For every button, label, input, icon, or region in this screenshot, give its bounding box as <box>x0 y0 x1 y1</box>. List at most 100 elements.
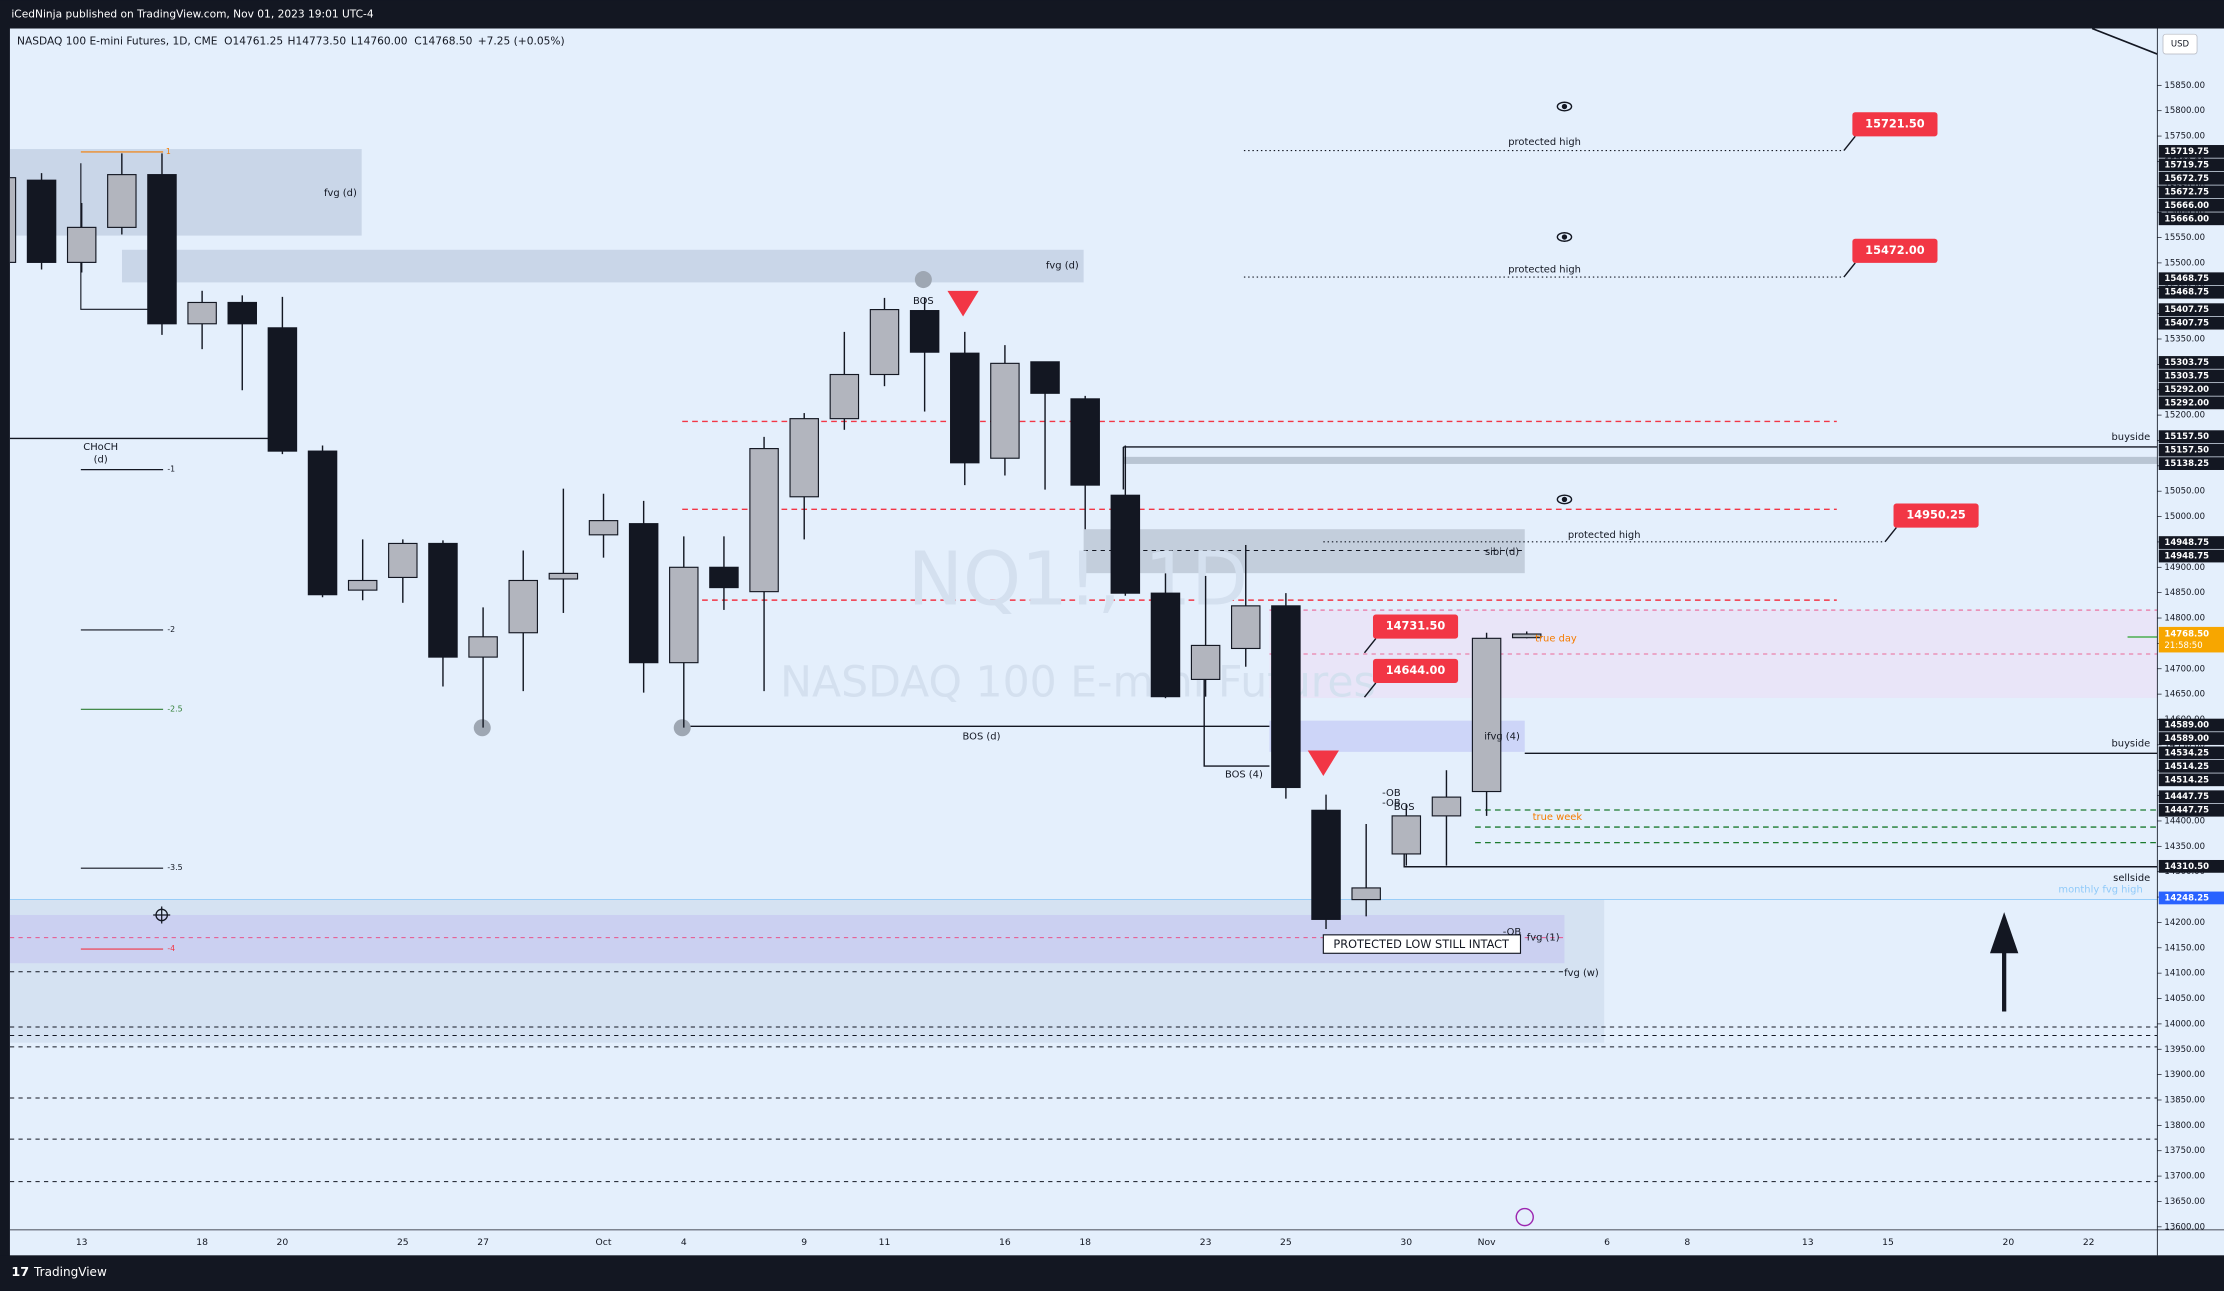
last-price-label: 14768.50 <box>2164 630 2209 640</box>
candle-body <box>829 373 860 420</box>
price-tag <box>2158 457 2224 470</box>
legend-value: H14773.50 <box>288 34 347 47</box>
price-tag-label: 14447.75 <box>2164 792 2209 802</box>
currency: USD <box>2171 40 2190 50</box>
legend-value: C14768.50 <box>414 34 472 47</box>
note-box <box>1322 934 1522 954</box>
last-price-tag <box>2158 626 2224 653</box>
y-tick-label: 14100.00 <box>2164 969 2205 979</box>
y-tick-label: 13950.00 <box>2164 1045 2205 1055</box>
footer <box>0 1255 2224 1291</box>
price-tag <box>2158 316 2224 330</box>
candle-body <box>147 174 177 325</box>
currency-box <box>2162 33 2198 55</box>
callout-label: 15721.50 <box>1865 116 1925 130</box>
markers <box>473 271 932 737</box>
callout-box <box>1372 614 1459 639</box>
price-tag-label: 15303.75 <box>2164 358 2209 368</box>
price-tag <box>2158 285 2224 299</box>
zone <box>9 914 1565 964</box>
brand: TradingView <box>33 1265 107 1279</box>
x-tick-label: 22 <box>2083 1237 2095 1248</box>
annotation: BOS <box>1394 802 1415 813</box>
watermark: NQ1!, 1D <box>908 538 1248 623</box>
price-tag <box>2158 718 2224 732</box>
price-tag <box>2158 430 2224 444</box>
price-tag <box>2158 158 2224 172</box>
y-tick-label: 14800.00 <box>2164 614 2205 624</box>
levels <box>9 609 2158 939</box>
y-tick-label: 14650.00 <box>2164 690 2205 700</box>
candle-body <box>1511 633 1542 639</box>
candle-body <box>669 566 699 664</box>
candle-body <box>107 174 137 228</box>
candle-body <box>26 179 57 263</box>
candle-body <box>307 450 338 596</box>
candle-body <box>468 636 498 658</box>
callout-box <box>1852 112 1938 137</box>
publisher: iCedNinja published on TradingView.com, … <box>11 7 374 20</box>
annotation: fvg (w) <box>1564 968 1599 979</box>
price-tag-label: 15292.00 <box>2164 385 2209 395</box>
price-tag-label: 14589.00 <box>2164 721 2209 731</box>
y-tick-label: 13750.00 <box>2164 1146 2205 1156</box>
countdown: 21:58:50 <box>2164 641 2202 651</box>
candle-body <box>1471 637 1502 793</box>
annotation: (d) <box>94 455 108 466</box>
annotation: sibi (d) <box>1485 547 1519 558</box>
annotation: CHoCH <box>83 442 118 453</box>
candle-body <box>950 352 980 464</box>
price-tag-label: 14948.75 <box>2164 538 2209 548</box>
drawings: NQ1!, 1D NASDAQ 100 E-mini Futures <box>9 28 2158 1227</box>
candle-body <box>347 579 378 591</box>
candle-body <box>267 327 298 452</box>
x-tick-label: 13 <box>1802 1237 1814 1248</box>
y-tick-label: 15050.00 <box>2164 487 2205 497</box>
price-tag-label: 15468.75 <box>2164 274 2209 284</box>
candles: 15721.50 15472.00 14950.25 14731.50 14644.00… <box>9 112 2151 979</box>
candle-body <box>187 301 217 325</box>
zone <box>1083 529 1525 574</box>
annotation: -OB <box>1382 788 1401 799</box>
y-tick-label: 14550.00 <box>2164 740 2205 750</box>
candle-body <box>388 542 418 579</box>
price-tag <box>2158 773 2224 787</box>
price-tag-label: 14310.50 <box>2164 862 2209 872</box>
price-tag-label: 14534.25 <box>2164 748 2209 758</box>
candle-body <box>588 520 619 536</box>
y-tick-label: 15750.00 <box>2164 132 2205 142</box>
price-tag-label: 14514.25 <box>2164 762 2209 772</box>
x-tick-label: 20 <box>2003 1237 2015 1248</box>
annotation: buyside <box>2112 738 2151 749</box>
candle-body <box>227 301 258 325</box>
price-tag <box>2158 198 2224 212</box>
fib-label: -1 <box>167 465 175 474</box>
callout-pointer <box>1363 682 1377 698</box>
y-tick-label: 13800.00 <box>2164 1121 2205 1131</box>
candle-body <box>9 177 17 263</box>
price-tag <box>2158 212 2224 226</box>
annotation: monthly fvg high <box>2058 884 2142 895</box>
price-tag <box>2158 185 2224 199</box>
legend-value: +7.25 (+0.05%) <box>478 34 565 47</box>
candle-body <box>1190 644 1221 680</box>
x-tick-label: 16 <box>999 1237 1011 1248</box>
price-tag-label: 15407.75 <box>2164 319 2209 329</box>
candle-body <box>508 579 538 634</box>
callout-pointer <box>1843 135 1856 151</box>
candle-body <box>909 310 940 353</box>
triangle <box>1307 750 1339 776</box>
y-tick-label: 13850.00 <box>2164 1095 2205 1105</box>
annotation: sellside <box>2113 873 2150 884</box>
price-tag <box>2158 891 2224 905</box>
candle-body <box>628 523 659 664</box>
price-tag-label: 15666.00 <box>2164 214 2209 224</box>
price-tag-label: 15292.00 <box>2164 398 2209 408</box>
y-tick-label: 15000.00 <box>2164 512 2205 522</box>
callout-pointer <box>1363 638 1377 654</box>
crosshair-icon <box>153 906 171 924</box>
x-tick-label: Oct <box>596 1237 612 1248</box>
candle-body <box>1030 361 1060 394</box>
